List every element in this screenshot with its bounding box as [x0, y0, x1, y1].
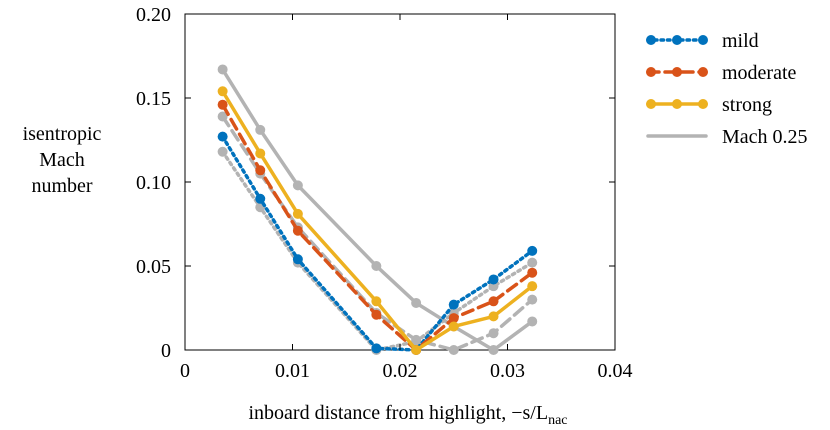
legend-marker — [698, 35, 708, 45]
data-point — [527, 245, 538, 256]
data-point — [255, 165, 266, 176]
y-tick-label: 0.05 — [136, 256, 171, 278]
data-point — [411, 336, 422, 347]
data-point — [448, 299, 459, 310]
data-point — [371, 309, 382, 320]
data-point — [448, 313, 459, 324]
data-point — [527, 281, 538, 292]
y-axis-label-line-1: isentropic — [23, 123, 102, 145]
data-point — [448, 321, 459, 332]
legend-label: mild — [722, 30, 759, 52]
data-point — [488, 345, 499, 355]
series-strong — [217, 86, 538, 355]
data-point — [488, 296, 499, 307]
data-point — [371, 261, 382, 271]
data-point — [292, 208, 303, 219]
series-line — [220, 150, 534, 352]
data-point — [292, 225, 303, 236]
x-axis-label-subscript: nac — [548, 413, 567, 428]
data-point — [448, 345, 459, 355]
legend-marker — [646, 35, 656, 45]
legend-entry: strong — [646, 94, 772, 116]
data-point — [527, 257, 538, 268]
y-tick-label: 0 — [161, 340, 171, 362]
legend-label: Mach 0.25 — [722, 126, 808, 148]
data-point — [217, 146, 228, 157]
data-point — [371, 296, 382, 307]
data-point — [527, 267, 538, 278]
data-point — [411, 345, 422, 355]
y-tick-label: 0.15 — [136, 88, 171, 110]
data-point — [371, 343, 382, 354]
series-line — [220, 102, 534, 352]
x-axis-label-main: inboard distance from highlight, −s/L — [249, 402, 549, 424]
data-point — [217, 99, 228, 110]
series-layer — [217, 64, 538, 355]
legend-marker — [646, 67, 656, 77]
data-point — [488, 274, 499, 285]
legend-marker — [646, 99, 656, 109]
data-point — [488, 311, 499, 322]
data-point — [527, 316, 538, 327]
x-axis-label: inboard distance from highlight, −s/Lnac — [249, 402, 568, 428]
x-tick-label: 0.04 — [598, 360, 633, 382]
legend-entry: mild — [646, 30, 759, 52]
data-point — [411, 297, 422, 308]
data-point — [255, 193, 266, 204]
y-tick-label: 0.20 — [136, 4, 171, 26]
x-tick-label: 0.03 — [490, 360, 525, 382]
plot-area — [184, 13, 616, 351]
plot-frame — [184, 13, 616, 351]
data-point — [292, 254, 303, 265]
legend-marker — [698, 67, 708, 77]
legend-label: strong — [722, 94, 772, 116]
series-line — [220, 67, 534, 352]
legend-label: moderate — [722, 62, 797, 84]
x-tick-label: 0.01 — [275, 360, 310, 382]
data-point — [217, 64, 228, 75]
y-axis-label-line-2: Mach — [39, 149, 85, 171]
data-point — [217, 131, 228, 142]
legend-marker — [672, 35, 682, 45]
data-point — [217, 86, 228, 97]
legend-entry: Mach 0.25 — [646, 126, 808, 148]
data-point — [527, 294, 538, 305]
data-point — [292, 180, 303, 191]
data-point — [488, 328, 499, 339]
y-tick-label: 0.10 — [136, 172, 171, 194]
y-axis-label: isentropic Mach number — [23, 123, 102, 197]
legend-entry: moderate — [646, 62, 797, 84]
data-point — [255, 148, 266, 159]
y-axis-label-line-3: number — [31, 175, 92, 197]
legend-marker — [698, 99, 708, 109]
series-line — [220, 89, 534, 352]
data-point — [255, 124, 266, 135]
series-line — [220, 134, 534, 352]
x-tick-label: 0 — [180, 360, 190, 382]
x-tick-label: 0.02 — [383, 360, 418, 382]
legend-marker — [672, 99, 682, 109]
legend: mild moderate strong Mach 0.25 — [646, 30, 808, 148]
axis-layer: 0 0.01 0.02 0.03 0.04 0 0.05 0.10 0.15 0.20 — [136, 4, 633, 382]
data-point — [217, 111, 228, 122]
legend-marker — [672, 67, 682, 77]
